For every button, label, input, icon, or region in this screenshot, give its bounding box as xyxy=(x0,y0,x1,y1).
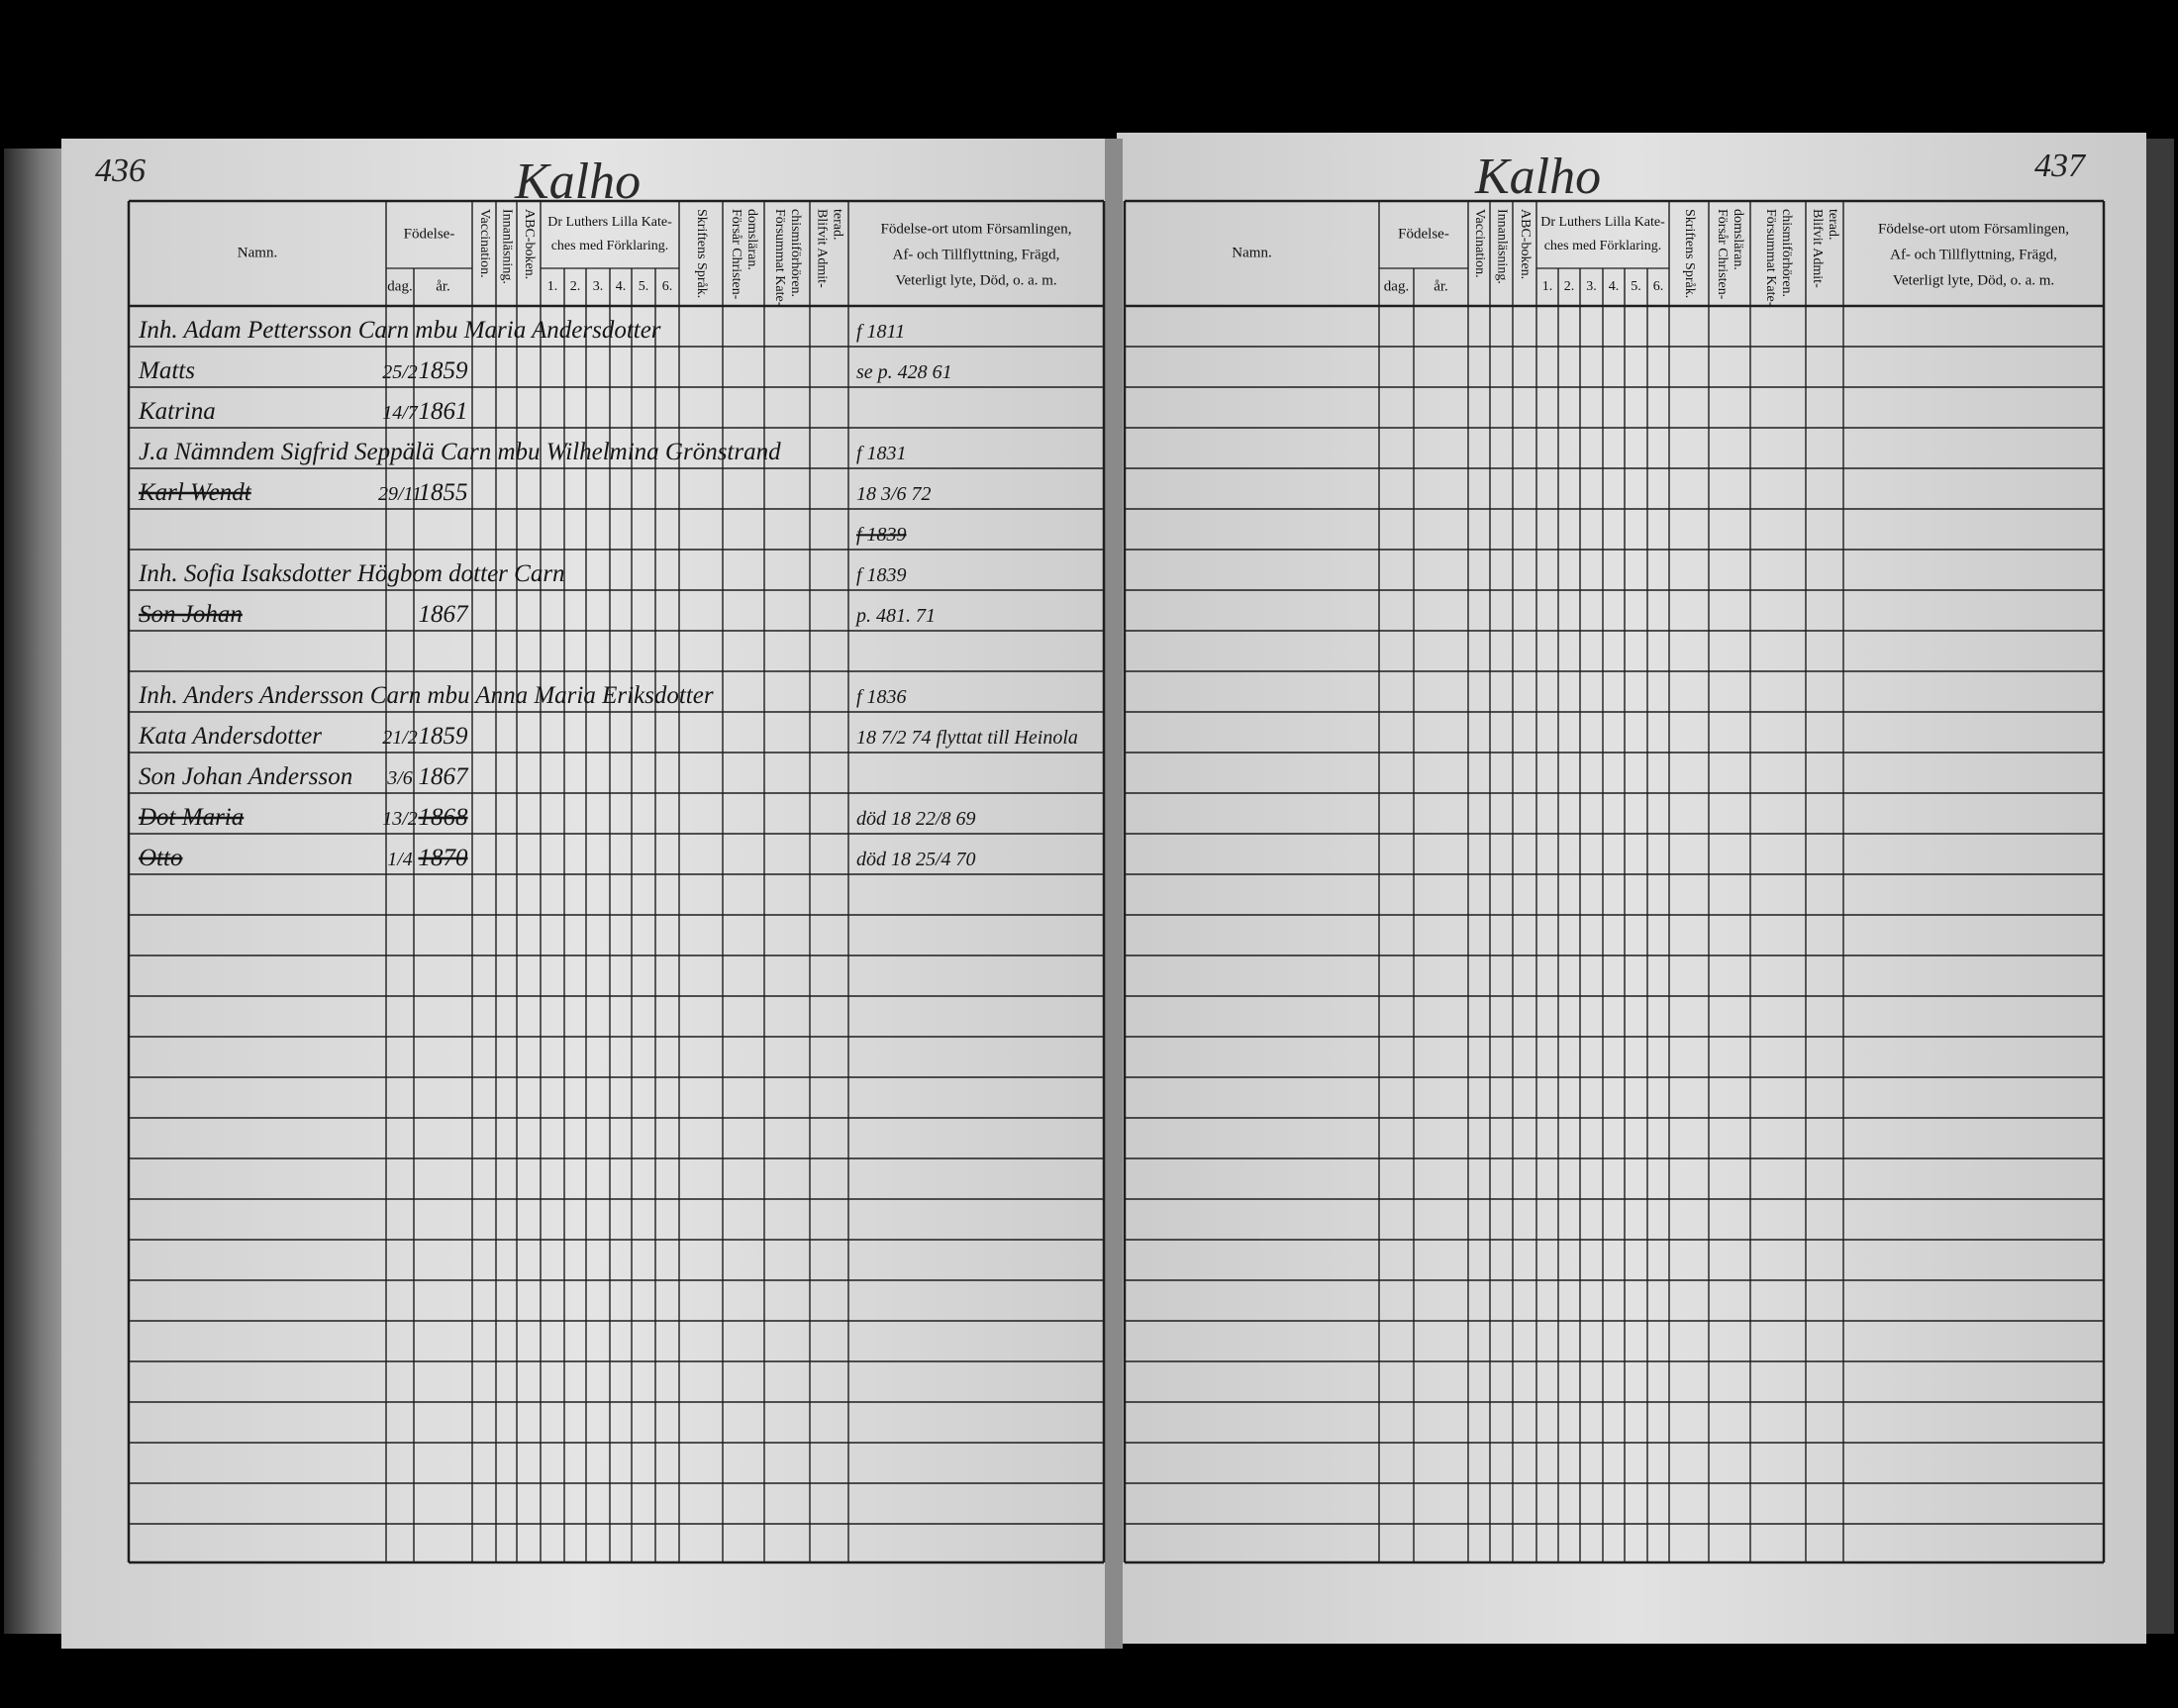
column-header: Veterligt lyte, Död, o. a. m. xyxy=(895,272,1056,288)
entry-remarks: f 1811 xyxy=(856,321,905,343)
column-header: Af- och Tillflyttning, Frägd, xyxy=(893,247,1060,262)
book-edge xyxy=(4,149,65,1634)
entry-year: 1867 xyxy=(419,763,470,790)
column-header: 1. xyxy=(547,279,558,294)
column-header: år. xyxy=(436,278,450,294)
column-header: Försummat Kate- xyxy=(772,209,787,307)
entry-day: 21/2 xyxy=(382,727,418,749)
entry-name: Son Johan xyxy=(139,601,243,628)
column-header: Namn. xyxy=(238,245,277,260)
entry-remarks: f 1839 xyxy=(856,524,907,546)
column-header: Födelse- xyxy=(404,226,455,242)
column-header: ches med Förklaring. xyxy=(1544,239,1662,253)
column-header: Skriftens Språk. xyxy=(1682,209,1697,298)
entry-remarks: död 18 22/8 69 xyxy=(856,808,976,830)
entry-year: 1861 xyxy=(419,398,468,425)
column-header: terad. xyxy=(1826,209,1840,240)
entry-name: Dot Maria xyxy=(138,804,244,831)
column-header: Försår Christen- xyxy=(1715,209,1730,300)
column-header: Dr Luthers Lilla Kate- xyxy=(547,215,672,230)
entry-year: 1870 xyxy=(419,845,469,871)
column-header: ABC-boken. xyxy=(522,209,537,279)
column-header: domsläran. xyxy=(744,209,759,270)
column-header: Blifvit Admit- xyxy=(814,209,829,288)
column-header: 5. xyxy=(639,279,649,294)
column-header: Försummat Kate- xyxy=(1763,209,1778,307)
column-header: dag. xyxy=(1384,278,1409,294)
right-page xyxy=(1117,133,2146,1644)
column-header: 6. xyxy=(662,279,673,294)
entry-year: 1859 xyxy=(419,723,469,750)
column-header: 3. xyxy=(1586,279,1597,294)
column-header: Födelse-ort utom Församlingen, xyxy=(881,221,1072,237)
entry-remarks: p. 481. 71 xyxy=(854,605,936,627)
column-header: Innanläsning. xyxy=(499,209,514,284)
column-header: ches med Förklaring. xyxy=(551,239,669,253)
column-header: Försår Christen- xyxy=(729,209,743,300)
column-header: Födelse- xyxy=(1398,226,1449,242)
column-header: Veterligt lyte, Död, o. a. m. xyxy=(1893,272,2054,288)
entry-year: 1855 xyxy=(419,479,468,506)
entry-name: Inh. Anders Andersson Carn mbu Anna Mari… xyxy=(138,682,714,709)
column-header: domsläran. xyxy=(1731,209,1745,270)
column-header: 5. xyxy=(1631,279,1641,294)
left-page xyxy=(61,139,1113,1649)
column-header: Namn. xyxy=(1232,245,1271,260)
entry-day: 3/6 xyxy=(386,767,413,789)
entry-remarks: f 1831 xyxy=(856,443,907,464)
column-header: Födelse-ort utom Församlingen, xyxy=(1878,221,2069,237)
entry-year: 1868 xyxy=(419,804,469,831)
column-header: 4. xyxy=(616,279,627,294)
entry-day: 13/2 xyxy=(382,808,418,830)
column-header: terad. xyxy=(830,209,844,240)
column-header: 2. xyxy=(570,279,581,294)
binding xyxy=(1105,139,1123,1649)
column-header: 4. xyxy=(1609,279,1620,294)
column-header: chismiförhören. xyxy=(788,209,803,297)
column-header: Dr Luthers Lilla Kate- xyxy=(1540,215,1665,230)
column-header: 1. xyxy=(1542,279,1553,294)
column-header: ABC-boken. xyxy=(1518,209,1533,279)
entry-name: Karl Wendt xyxy=(138,479,252,506)
column-header: Vaccination. xyxy=(1472,209,1487,278)
entry-name: Katrina xyxy=(138,398,216,425)
column-header: dag. xyxy=(387,278,412,294)
entry-remarks: f 1839 xyxy=(856,564,907,586)
column-header: år. xyxy=(1434,278,1448,294)
page-number: 436 xyxy=(95,152,146,189)
entry-remarks: se p. 428 61 xyxy=(856,361,952,383)
column-header: 3. xyxy=(593,279,604,294)
entry-name: Son Johan Andersson xyxy=(139,763,352,790)
entry-day: 14/7 xyxy=(382,402,419,424)
column-header: chismiförhören. xyxy=(1779,209,1794,297)
book-edge-right xyxy=(2146,139,2174,1634)
column-header: 2. xyxy=(1564,279,1575,294)
entry-name: Kata Andersdotter xyxy=(138,723,322,750)
column-header: Innanläsning. xyxy=(1494,209,1509,284)
page-number: 437 xyxy=(2034,148,2087,184)
entry-day: 25/2 xyxy=(382,361,418,383)
entry-name: J.a Nämndem Sigfrid Seppälä Carn mbu Wil… xyxy=(139,439,781,465)
entry-remarks: 18 7/2 74 flyttat till Heinola xyxy=(856,727,1078,749)
column-header: Skriftens Språk. xyxy=(694,209,709,298)
entry-name: Otto xyxy=(139,845,182,871)
entry-day: 1/4 xyxy=(387,849,413,870)
entry-year: 1859 xyxy=(419,357,469,384)
entry-remarks: f 1836 xyxy=(856,686,907,708)
entry-remarks: död 18 25/4 70 xyxy=(856,849,976,870)
column-header: Blifvit Admit- xyxy=(1810,209,1825,288)
entry-name: Inh. Adam Pettersson Carn mbu Maria Ande… xyxy=(138,317,661,344)
column-header: 6. xyxy=(1653,279,1664,294)
column-header: Vaccination. xyxy=(477,209,492,278)
column-header: Af- och Tillflyttning, Frägd, xyxy=(1890,247,2057,262)
entry-remarks: 18 3/6 72 xyxy=(856,483,932,505)
entry-name: Inh. Sofia Isaksdotter Högbom dotter Car… xyxy=(138,560,565,587)
entry-year: 1867 xyxy=(419,601,470,628)
entry-name: Matts xyxy=(138,357,195,384)
entry-day: 29/11 xyxy=(378,483,422,505)
village-name: Kalho xyxy=(1474,149,1601,205)
